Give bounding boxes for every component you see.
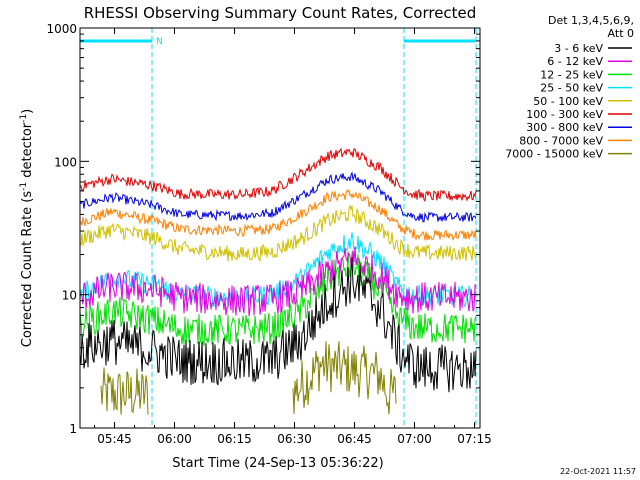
x-tick-label-1: 05:45 — [97, 432, 132, 446]
series-lines — [79, 147, 477, 415]
legend-header-line-1: Det 1,3,4,5,6,9, — [548, 14, 634, 27]
y-axis: 1 10 100 1000 — [46, 22, 480, 436]
series-line-100-300keV — [79, 147, 477, 203]
x-tick-label-4: 06:30 — [277, 432, 312, 446]
legend-label-6: 100 - 300 keV — [526, 108, 603, 121]
y-tick-label-4: 1000 — [46, 22, 77, 36]
footer-date: 22-Oct-2021 11:57 — [560, 467, 636, 476]
legend-label-9: 7000 - 15000 keV — [505, 148, 603, 161]
series-line-300-800keV — [79, 171, 477, 223]
y-axis-label: Corrected Count Rate (s-1 detector-1) — [19, 109, 35, 347]
x-tick-label-3: 06:15 — [217, 432, 252, 446]
x-axis: 05:45 06:00 06:15 06:30 06:45 07:00 07:15 — [94, 28, 492, 446]
series-line-3-6keV — [79, 257, 477, 393]
chart-title: RHESSI Observing Summary Count Rates, Co… — [84, 4, 477, 22]
legend-label-7: 300 - 800 keV — [526, 121, 603, 134]
legend-label-8: 800 - 7000 keV — [519, 134, 603, 147]
y-tick-label-3: 100 — [54, 155, 77, 169]
night-marker-label: N — [156, 37, 163, 47]
legend-label-5: 50 - 100 keV — [533, 95, 603, 108]
plot-frame — [79, 27, 481, 429]
series-line-50-100keV — [79, 204, 477, 263]
series-line-7000-15000keV — [100, 341, 397, 415]
night-intervals: N — [80, 28, 477, 428]
y-tick-label-1: 1 — [69, 422, 77, 436]
legend-header-line-2: Att 0 — [608, 27, 634, 40]
legend-label-3: 12 - 25 keV — [540, 68, 603, 81]
x-tick-label-6: 07:00 — [397, 432, 432, 446]
legend-label-4: 25 - 50 keV — [540, 82, 603, 95]
legend-label-1: 3 - 6 keV — [554, 42, 603, 55]
x-tick-label-2: 06:00 — [157, 432, 192, 446]
x-axis-label: Start Time (24-Sep-13 05:36:22) — [172, 456, 383, 471]
series-line-800-7000keV — [79, 189, 477, 241]
x-tick-label-7: 07:15 — [457, 432, 492, 446]
series-line-6-12keV — [79, 246, 477, 317]
x-tick-label-5: 06:45 — [337, 432, 372, 446]
y-tick-label-2: 10 — [62, 289, 77, 303]
legend-label-2: 6 - 12 keV — [547, 55, 603, 68]
